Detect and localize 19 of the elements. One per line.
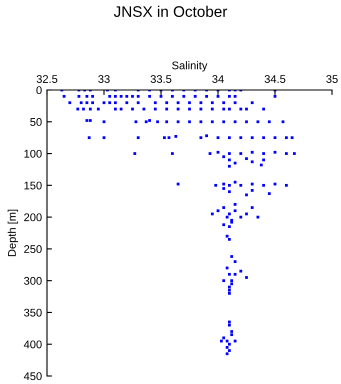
y-tick-label: 350 (24, 308, 42, 317)
x-tick-label: 33.5 (150, 75, 172, 83)
x-axis-title: Salinity (172, 61, 208, 72)
y-tick-label: 200 (24, 213, 42, 222)
x-tick-label: 34.5 (264, 75, 286, 83)
y-tick-label: 250 (24, 245, 42, 254)
x-tick-label: 33 (98, 75, 110, 83)
y-tick-label: 50 (30, 118, 42, 126)
y-tick-label: 300 (24, 276, 42, 285)
x-tick-label: 34 (212, 75, 224, 83)
y-axis-title: Depth [m] (8, 210, 18, 256)
y-tick-label: 400 (24, 340, 42, 348)
y-tick-label: 0 (36, 86, 42, 94)
y-tick-label: 100 (24, 150, 42, 158)
chart-title: JNSX in October (114, 6, 228, 17)
x-tick-label: 35 (326, 75, 338, 83)
y-tick-label: 450 (24, 372, 42, 380)
x-tick-label: 32.5 (36, 75, 58, 83)
y-tick-label: 150 (24, 182, 42, 190)
